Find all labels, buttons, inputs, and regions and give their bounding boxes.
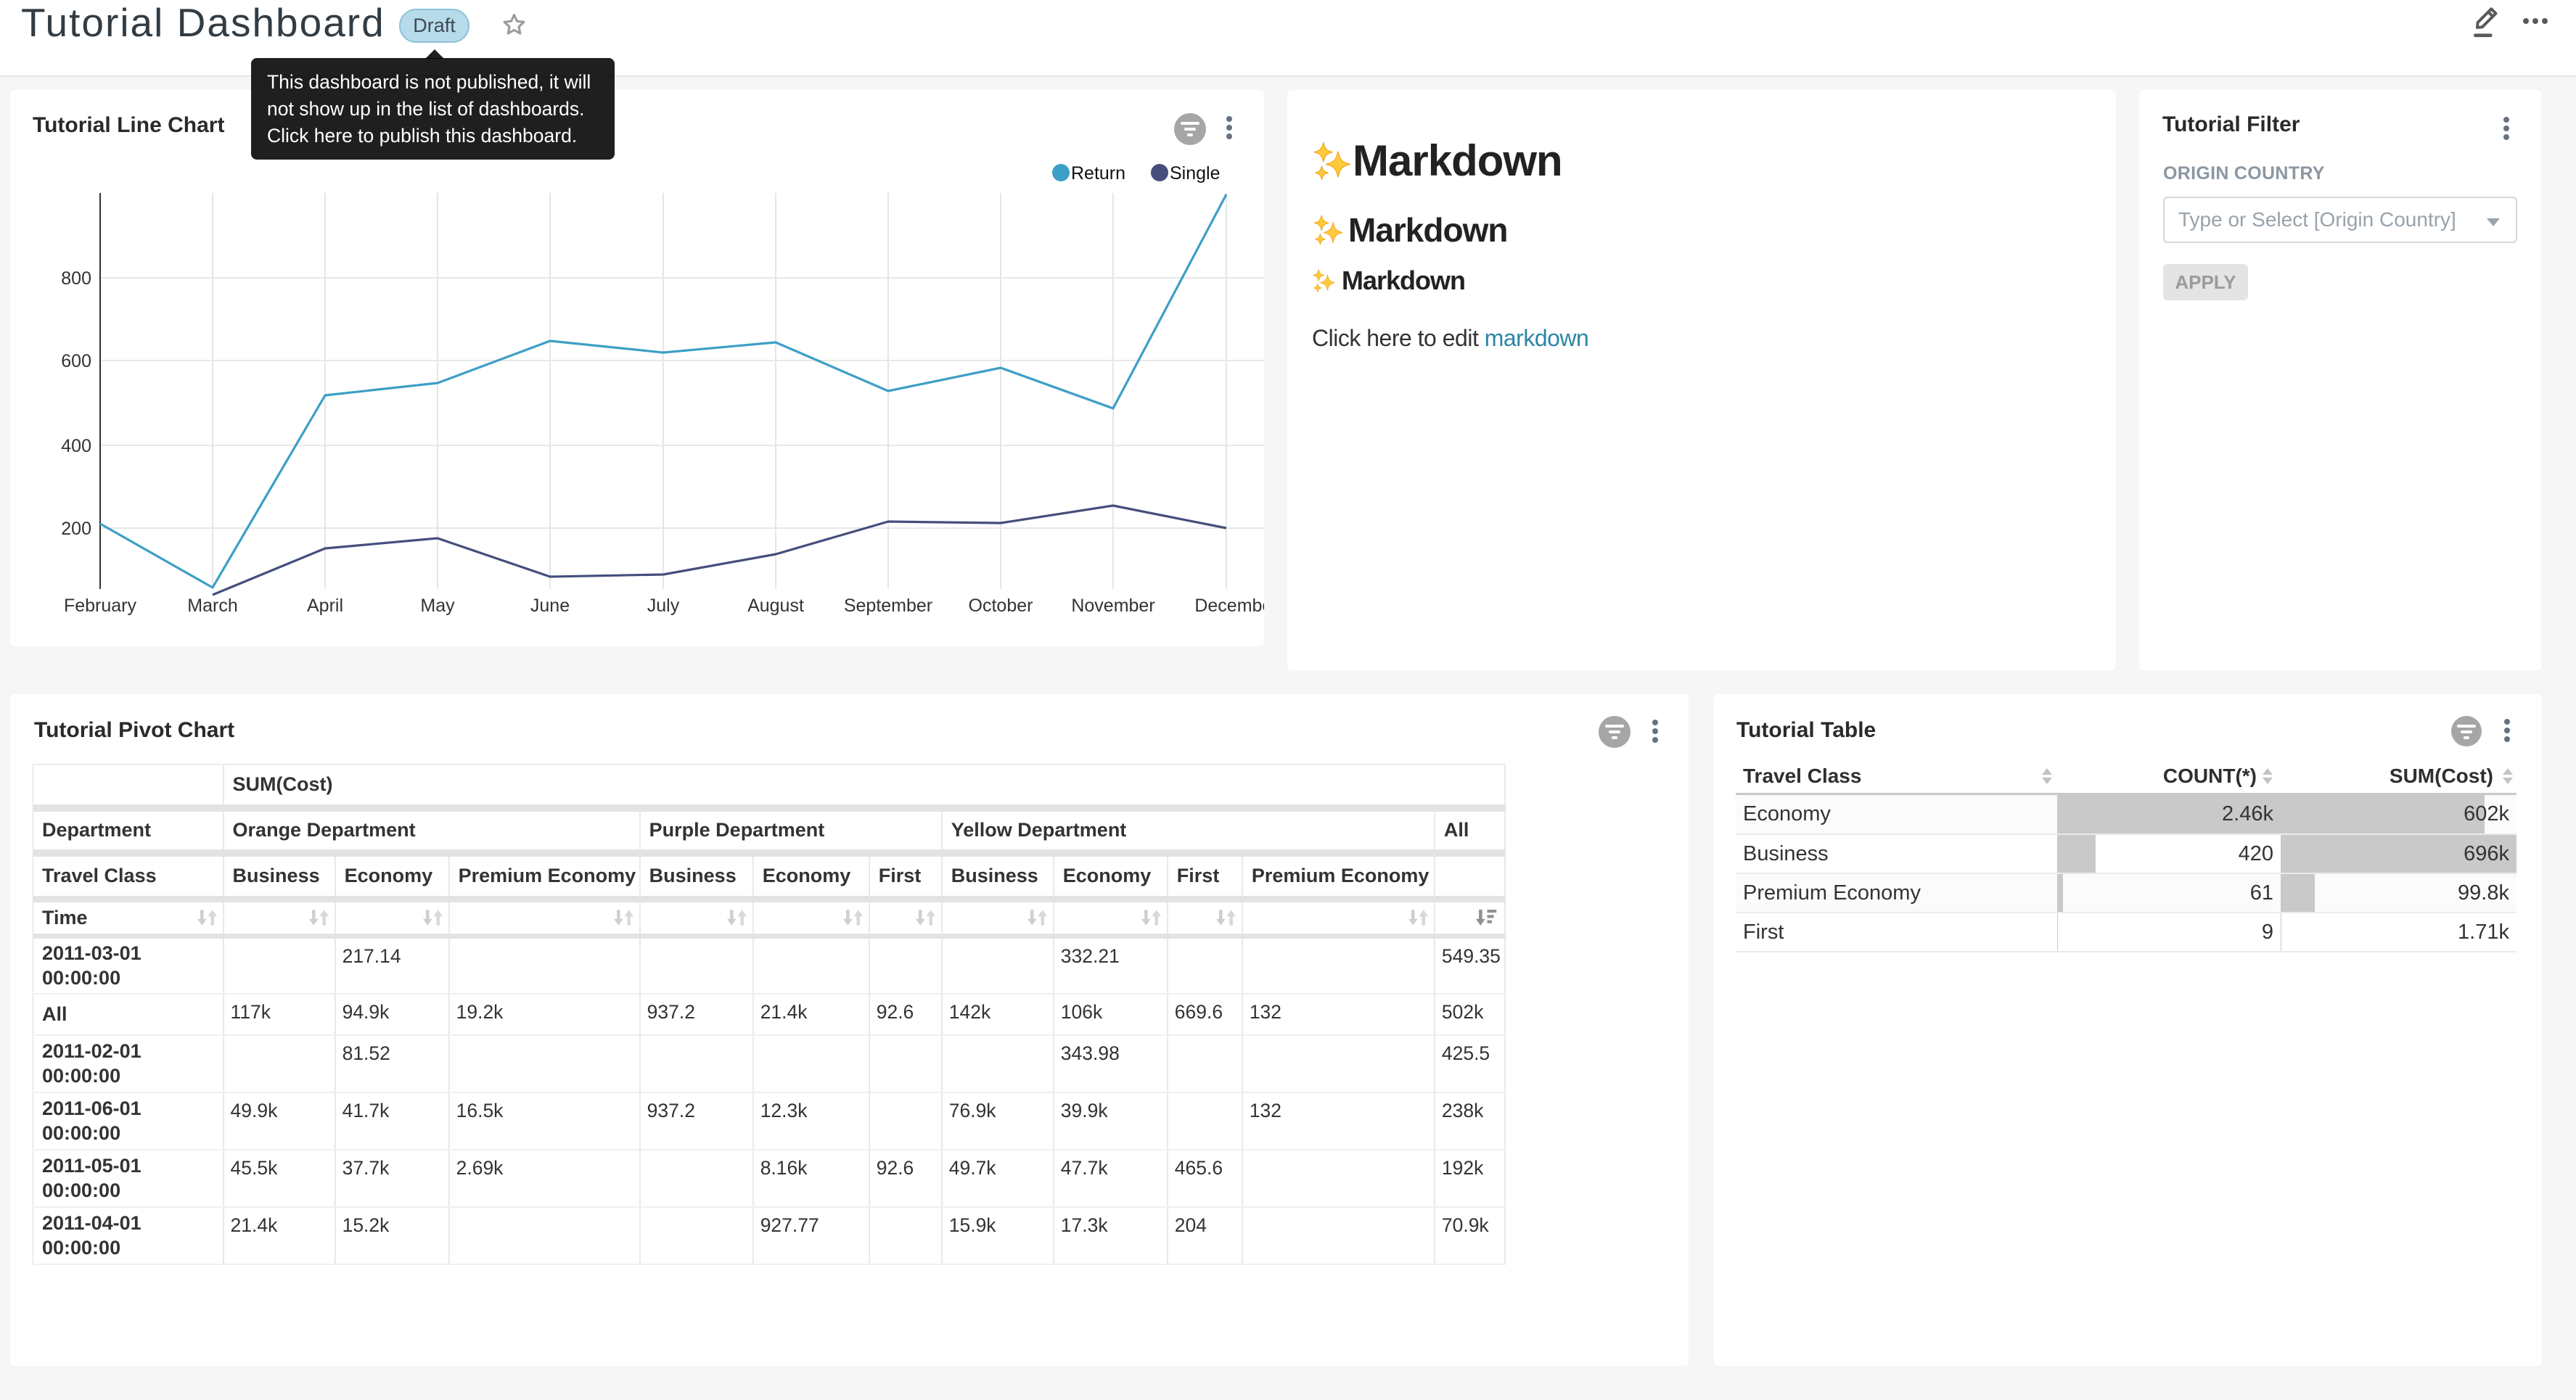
svg-text:July: July [647,596,680,616]
svg-text:May: May [420,596,455,616]
svg-text:February: February [64,596,137,616]
svg-text:April: April [307,596,343,616]
svg-text:400: 400 [61,436,91,456]
svg-text:600: 600 [61,351,91,371]
svg-text:December: December [1194,596,1264,616]
svg-text:March: March [187,596,237,616]
svg-text:October: October [969,596,1033,616]
svg-text:Single: Single [1170,163,1221,184]
svg-text:200: 200 [61,519,91,539]
svg-text:September: September [844,596,932,616]
svg-text:August: August [747,596,804,616]
svg-text:800: 800 [61,268,91,289]
svg-text:Return: Return [1071,163,1125,184]
svg-text:November: November [1071,596,1154,616]
svg-text:June: June [530,596,570,616]
